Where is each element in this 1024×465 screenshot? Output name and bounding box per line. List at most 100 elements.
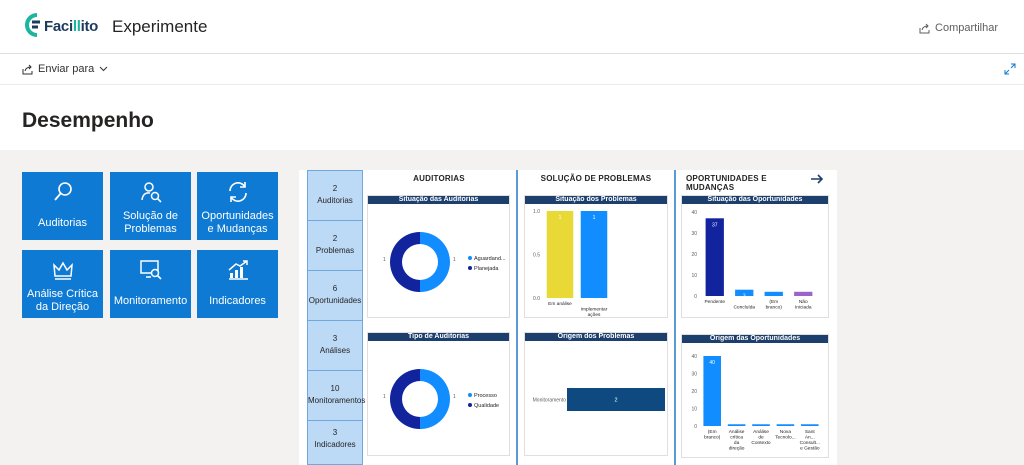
legend-marker [468,266,472,270]
kpi-value: 10 [330,384,340,393]
data-label: 2 [614,398,617,404]
kpi-label: Monitoramentos [308,396,366,405]
category-label: Análise crítica da direção [729,429,745,452]
data-label: 40 [709,360,715,366]
send-to-label: Enviar para [38,63,95,75]
kpi-value: 3 [332,334,338,343]
chart-situacao-oportunidades[interactable]: Situação das Oportunidades 40 30 20 10 0 37 Pe… [681,195,829,318]
section-title-problemas: SOLUÇÃO DE PROBLEMAS [540,174,652,183]
tick-label: 20 [691,252,697,258]
category-label: Monitoramento [533,398,567,404]
legend-label: Planejada [474,266,499,272]
tile-monitoramento[interactable]: Monitoramento [110,250,191,318]
tile-indicadores[interactable]: Indicadores [197,250,278,318]
donut-slice [420,369,450,429]
bar [794,291,813,296]
kpi-label: Indicadores [314,440,356,449]
tick-label: 40 [691,210,697,216]
bar [580,211,608,298]
donut-slice [420,232,450,292]
chart-tipo-auditorias[interactable]: Tipo de Auditorias 1 1 Processo Qualidade [367,332,510,456]
data-label: 1 [593,215,596,221]
category-label: (Em branco) [766,299,783,311]
chart-origem-problemas[interactable]: Origem dos Problemas 2 Monitoramento [524,332,668,456]
bar [752,424,770,426]
tick-label: 30 [691,372,697,378]
kpi-monitoramentos[interactable]: 10 Monitoramentos [308,383,366,421]
top-bar: Facillito Experimente Compartilhar [0,0,1024,54]
donut-chart: 1 1 Aguardand... Planejada [383,232,506,292]
tick-label: 10 [691,407,697,413]
data-label: 1 [453,257,456,263]
tile-analise-critica[interactable]: Análise Crítica da Direção [22,250,103,318]
share-icon [919,23,930,33]
bar [727,424,746,426]
category-label: Nova Tecnolo... [775,429,796,441]
data-label: 1 [559,215,562,221]
category-label: Concluída [733,305,755,311]
category-label: Pendente [704,299,725,305]
section-divider [674,170,676,465]
tile-oportunidades[interactable]: Oportunidades e Mudanças [197,172,278,240]
tile-label: Indicadores [209,294,266,307]
data-label: 37 [712,222,718,228]
category-label: (Em branco) [704,429,721,441]
kpi-column: 2 Auditorias 2 Problemas 6 Oportunidades 3 A… [307,170,366,465]
kpi-value: 2 [332,184,338,193]
data-label: 1 [383,394,386,400]
kpi-problemas[interactable]: 2 Problemas [308,233,362,271]
legend-marker [468,393,472,397]
kpi-label: Problemas [315,246,355,255]
chart-origem-oportunidades[interactable]: Origem das Oportunidades 40 30 20 10 0 40 (Em b… [681,334,829,458]
kpi-indicadores[interactable]: 3 Indicadores [308,427,362,465]
data-label: 1 [760,428,763,434]
share-label: Compartilhar [935,22,998,34]
data-label: 1 [784,428,787,434]
chart-title: Tipo de Auditorias [368,333,509,341]
expand-button[interactable] [1004,62,1016,80]
legend-marker [468,403,472,407]
data-label: 2 [802,296,805,302]
tile-label: Monitoramento [113,294,188,307]
send-to-button[interactable]: Enviar para [22,63,108,75]
expand-icon [1004,63,1016,75]
chart-situacao-auditorias[interactable]: Situação das Auditorias 1 1 Aguardand... Pl… [367,195,510,318]
chart-situacao-problemas[interactable]: Situação dos Problemas 1.0 0.5 0.0 1 Em anál… [524,195,668,318]
tile-label: Oportunidades e Mudanças [201,210,274,235]
tick-label: 0 [694,424,697,430]
category-label: Análise de Contexto [751,429,771,446]
chart-title: Origem dos Problemas [525,333,667,341]
logo-mark-icon [25,13,40,37]
report-gap [837,170,1024,465]
tick-label: 20 [691,389,697,395]
section-divider [516,170,518,465]
tile-auditorias[interactable]: Auditorias [22,172,103,240]
next-page-button[interactable] [810,172,824,191]
tick-label: 0.5 [533,253,540,259]
crown-icon [52,261,73,280]
kpi-label: Análises [319,346,351,355]
facilito-logo[interactable]: Facillito [24,12,99,40]
kpi-auditorias[interactable]: 2 Auditorias [308,183,362,221]
bar-chart: 1.0 0.5 0.0 1 Em análise 1 Implementar ações [533,209,608,319]
bar [735,289,754,296]
legend-marker [468,256,472,260]
chevron-down-icon [99,66,108,72]
tile-solucao-problemas[interactable]: Solução de Problemas [110,172,191,240]
category-label: Em análise [548,301,572,307]
arrow-right-icon [811,174,824,184]
data-label: 2 [772,296,775,302]
bar [703,356,721,426]
section-title-oportunidades: OPORTUNIDADES E MUDANÇAS [686,174,767,192]
logo-text: Facillito [44,18,99,35]
category-label: Implementar ações [581,307,608,319]
category-label: Não Iniciada [795,299,812,311]
tick-label: 0.0 [533,296,540,302]
tick-label: 10 [691,273,697,279]
app-title: Experimente [112,17,208,36]
share-icon [22,64,33,74]
kpi-analises[interactable]: 3 Análises [308,333,362,371]
share-button[interactable]: Compartilhar [919,22,998,34]
category-label: Sant An... Consult... e Gestão [800,429,820,452]
kpi-oportunidades[interactable]: 6 Oportunidades [308,283,362,321]
